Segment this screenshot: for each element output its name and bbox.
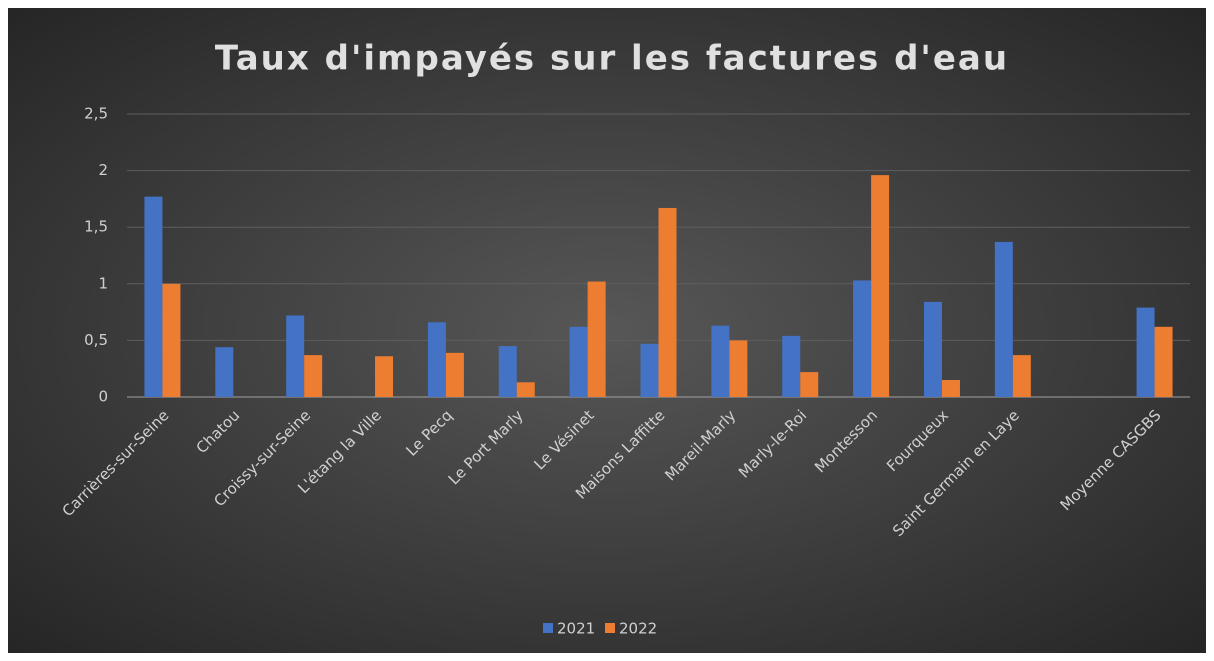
- bar: [871, 175, 890, 397]
- bar: [711, 325, 730, 397]
- y-tick-label: 2,5: [84, 105, 108, 123]
- chart-background: [8, 8, 1206, 653]
- y-tick-label: 0,5: [84, 331, 108, 349]
- y-tick-label: 1: [98, 274, 108, 292]
- bar: [516, 382, 535, 397]
- bar: [941, 380, 960, 397]
- bar: [304, 355, 323, 397]
- y-tick-label: 1,5: [84, 218, 108, 236]
- bar: [994, 241, 1013, 397]
- y-tick-label: 0: [98, 388, 108, 406]
- bar: [286, 315, 305, 397]
- bar: [375, 356, 394, 397]
- bar: [215, 347, 234, 397]
- bar: [729, 340, 748, 397]
- bar: [587, 281, 606, 397]
- chart-title: Taux d'impayés sur les factures d'eau: [215, 39, 1009, 79]
- legend-swatch: [605, 623, 615, 633]
- bar: [923, 301, 942, 397]
- bar: [427, 322, 446, 397]
- bar: [144, 196, 163, 397]
- bar: [1154, 326, 1173, 397]
- legend-label: 2022: [619, 620, 657, 638]
- bar: [800, 372, 819, 397]
- bar: [1012, 355, 1031, 397]
- bar: [445, 352, 464, 397]
- bar: [498, 346, 517, 397]
- bar: [162, 283, 181, 397]
- bar: [569, 326, 588, 397]
- legend-swatch: [543, 623, 553, 633]
- bar: [640, 343, 659, 397]
- legend-label: 2021: [557, 620, 595, 638]
- bar: [853, 280, 872, 397]
- bar: [658, 207, 677, 397]
- y-tick-label: 2: [98, 161, 108, 179]
- bar: [782, 335, 801, 397]
- bar: [1136, 307, 1155, 397]
